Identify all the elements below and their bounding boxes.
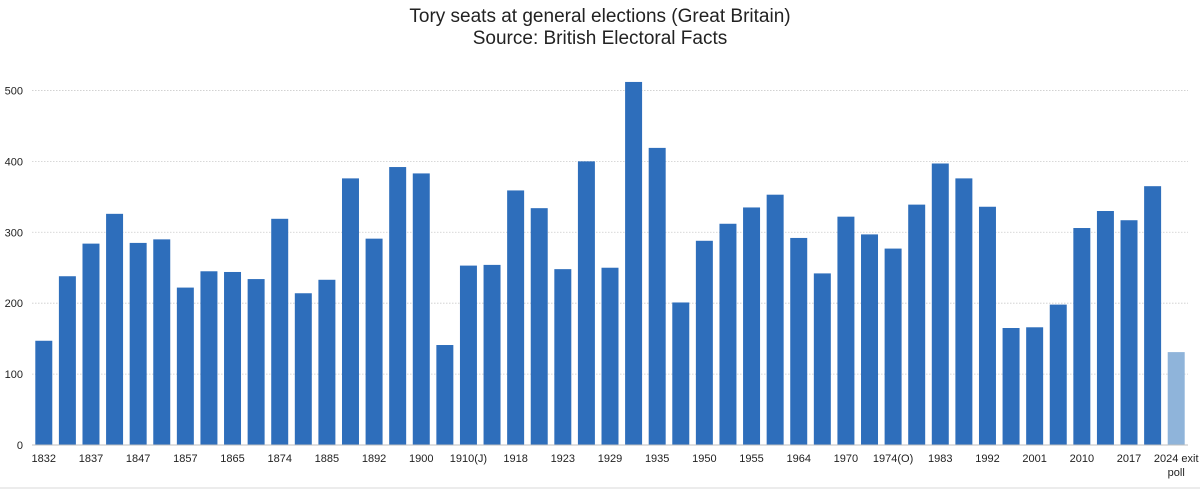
x-tick-label: 1918 [503,453,527,465]
bar-1906 [436,345,454,445]
bar-1859 [200,271,218,445]
bar-1868 [247,279,265,445]
x-tick-label: 1865 [220,453,244,465]
x-tick-label: 1857 [173,453,197,465]
y-axis: 0 100 200 300 400 500 [5,85,23,452]
x-tick-label: 1992 [975,453,999,465]
bar-1983 [931,163,949,445]
x-tick-label: 1923 [551,453,575,465]
x-tick-label: 1885 [315,453,339,465]
y-tick-label: 200 [5,298,23,310]
bar-1880 [294,293,312,445]
x-tick-label: 1983 [928,453,952,465]
x-tick-label: 1900 [409,453,433,465]
x-axis: 1832 1837 1847 1857 1865 1874 1885 1892 1900 1910… [32,453,1199,479]
bar-1923 [554,269,572,445]
x-tick-label: 2017 [1117,453,1141,465]
x-tick-label: 2024 exit poll [1154,453,1199,479]
bar-1987 [955,178,973,445]
chart-title: Tory seats at general elections (Great B… [409,6,790,27]
x-tick-label: 1929 [598,453,622,465]
bar-1955 [743,207,761,445]
y-tick-label: 100 [5,369,23,381]
bars [35,81,1185,445]
bar-1945 [672,302,690,445]
bar-1910-j- [459,265,477,445]
bar-1835 [58,276,76,445]
bar-1959 [766,194,784,445]
chart-subtitle: Source: British Electoral Facts [473,28,727,49]
x-tick-label: 2010 [1070,453,1094,465]
y-tick-label: 500 [5,85,23,97]
x-tick-label: 1874 [267,453,291,465]
bar-1964 [790,237,808,445]
x-tick-label: 1964 [786,453,810,465]
bar-1847 [129,242,147,445]
x-tick-label: 1970 [834,453,858,465]
bar-1931 [625,81,643,445]
x-tick-label: 1935 [645,453,669,465]
bar-1966 [813,273,831,445]
bar-2024-exit-poll [1167,352,1185,445]
bar-1885 [318,279,336,445]
bar-1895 [389,167,407,445]
bar-2005 [1049,304,1067,445]
bar-1857 [176,287,194,445]
bar-1892 [365,238,383,445]
x-tick-label: 1832 [32,453,56,465]
bar-2015 [1096,211,1114,445]
bar-1865 [224,271,242,445]
bar-1852 [153,239,171,445]
bar-1929 [601,267,619,445]
y-tick-label: 400 [5,156,23,168]
bar-1950 [695,240,713,445]
bar-1997 [1002,328,1020,445]
x-tick-label: 1950 [692,453,716,465]
y-tick-label: 300 [5,227,23,239]
bar-1886 [341,178,359,445]
bar-1974-o- [884,248,902,445]
bar-1874 [271,218,289,445]
bar-1935 [648,147,666,445]
bar-1974-f- [861,234,879,445]
x-tick-label: 1974(O) [873,453,913,465]
bar-1992 [978,206,996,445]
bar-1841 [106,213,124,445]
bar-1922 [530,208,548,445]
bar-1918 [507,190,525,445]
x-tick-label: 1837 [79,453,103,465]
bar-1900 [412,173,430,445]
bar-1970 [837,216,855,445]
x-tick-label: 1847 [126,453,150,465]
bar-1979 [908,204,926,445]
x-tick-label: 1892 [362,453,386,465]
bar-1951 [719,223,737,445]
x-tick-label: 2001 [1022,453,1046,465]
bar-2001 [1026,327,1044,445]
y-tick-label: 0 [17,440,23,452]
bar-1910-d- [483,264,501,445]
bar-1832 [35,340,53,445]
bar-2019 [1144,186,1162,445]
bar-1837 [82,243,100,445]
bar-2010 [1073,228,1091,445]
x-tick-label: 1955 [739,453,763,465]
bar-1924 [577,161,595,445]
bar-2017 [1120,220,1138,445]
x-tick-label: 1910(J) [450,453,487,465]
